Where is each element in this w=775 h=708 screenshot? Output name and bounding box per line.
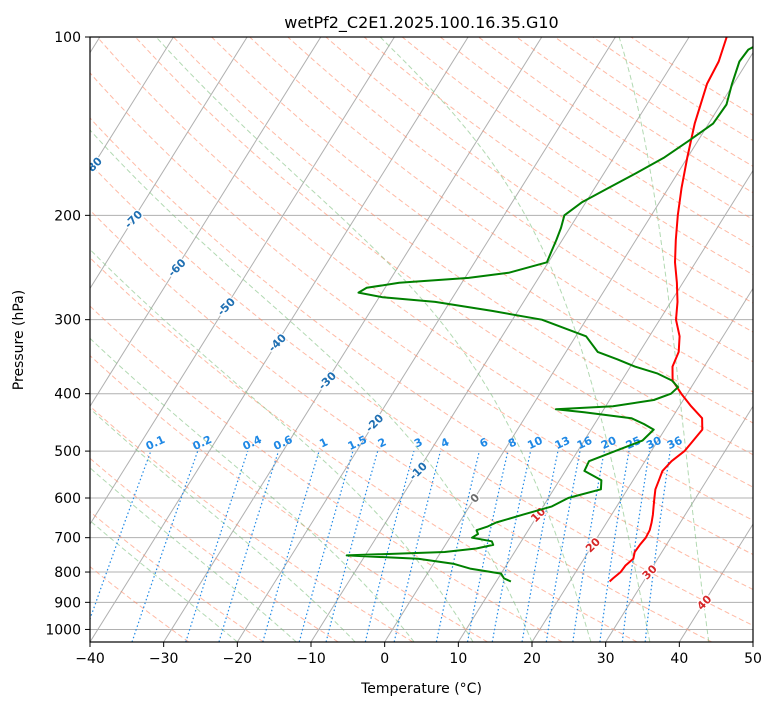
moist-adiabat [90, 337, 415, 642]
dry-adiabat [287, 37, 753, 363]
mixing-ratio-label: 25 [624, 434, 643, 452]
isotherm-line [90, 37, 469, 642]
dry-adiabat [325, 37, 753, 333]
dry-adiabat [90, 162, 753, 627]
moist-adiabat [379, 37, 651, 642]
dry-adiabat [90, 305, 563, 642]
x-tick-label: −20 [223, 651, 253, 667]
y-tick-label: 500 [54, 444, 81, 460]
profiles [345, 37, 753, 583]
mixing-ratio-label: 16 [575, 434, 595, 452]
dry-adiabat [90, 354, 488, 642]
isotherm-line [384, 51, 753, 642]
mixing-ratio-line [262, 450, 320, 642]
x-tick-label: 40 [670, 651, 688, 667]
mixing-ratio-line [298, 450, 354, 642]
dry-adiabat [90, 511, 264, 642]
mixing-ratio-line [599, 450, 630, 642]
moist-adiabat [618, 37, 710, 642]
y-axis: 100 200 300 400 500 600 700 800 900 1000 [45, 30, 90, 638]
x-axis-label: Temperature (°C) [360, 681, 482, 697]
dry-adiabat [90, 257, 638, 642]
mixing-ratio-line [572, 450, 605, 642]
mixing-ratio-line [325, 450, 379, 642]
dry-adiabat [90, 209, 712, 642]
x-tick-label: 50 [744, 651, 762, 667]
chart-title: wetPf2_C2E1.2025.100.16.35.G10 [284, 13, 558, 33]
moist-adiabat [90, 520, 238, 642]
mixing-ratio-line [218, 450, 280, 642]
y-tick-label: 400 [54, 387, 81, 403]
mixing-ratio-line [435, 450, 480, 642]
dry-adiabat [363, 37, 753, 304]
y-tick-label: 900 [54, 595, 81, 611]
background-lines [90, 37, 753, 642]
temperature-profile-line [608, 37, 728, 583]
x-tick-label: 0 [380, 651, 389, 667]
y-tick-label: 600 [54, 491, 81, 507]
isotherm-line [90, 37, 395, 526]
dry-adiabat [90, 72, 753, 556]
mixing-ratio-label: 36 [665, 434, 685, 452]
dry-adiabat [173, 37, 753, 456]
plot-frame [89, 36, 754, 643]
isotherm-line [605, 405, 753, 642]
x-tick-label: −40 [75, 651, 105, 667]
mixing-ratio-line [621, 450, 651, 642]
dry-adiabat [90, 117, 753, 591]
mixing-ratio-label: 13 [553, 434, 572, 452]
mixing-ratio-line [393, 450, 442, 642]
moist-adiabat [155, 37, 592, 642]
x-tick-label: 10 [449, 651, 467, 667]
mixing-ratio-line [364, 450, 415, 642]
x-axis: −40 −30 −20 −10 0 10 20 30 40 50 [75, 642, 762, 667]
dewpoint-profile-line [345, 46, 753, 583]
isotherm-line [236, 37, 616, 642]
moist-adiabat [90, 129, 533, 642]
isotherm-line [90, 37, 174, 172]
mixing-ratio-line [131, 450, 199, 642]
isotherm-line [531, 287, 753, 642]
isotherm-line [457, 169, 753, 642]
isotherm-line [163, 37, 543, 642]
y-tick-label: 700 [54, 531, 81, 547]
y-tick-label: 100 [54, 30, 81, 46]
y-tick-label: 1000 [45, 622, 81, 638]
mixing-ratio-line [185, 450, 249, 642]
mixing-ratio-label: 30 [644, 434, 664, 452]
x-tick-label: −30 [149, 651, 179, 667]
moist-adiabat [90, 408, 356, 642]
isotherm-line [678, 523, 753, 642]
y-tick-label: 200 [54, 208, 81, 224]
dry-adiabat [90, 405, 414, 642]
dry-adiabat [90, 457, 339, 642]
mixing-ratio-line [644, 451, 671, 642]
x-tick-label: 20 [523, 651, 541, 667]
y-axis-label: Pressure (hPa) [11, 290, 27, 390]
y-tick-label: 300 [54, 313, 81, 329]
mixing-ratio-label: 20 [599, 434, 619, 452]
moist-adiabat [90, 248, 474, 642]
x-tick-label: 30 [597, 651, 615, 667]
moist-adiabat [90, 467, 297, 642]
isotherm-line [90, 37, 248, 290]
isotherm-line [90, 37, 322, 408]
y-tick-label: 800 [54, 565, 81, 581]
mixing-ratio-label: 10 [525, 434, 545, 452]
x-tick-label: −10 [296, 651, 326, 667]
